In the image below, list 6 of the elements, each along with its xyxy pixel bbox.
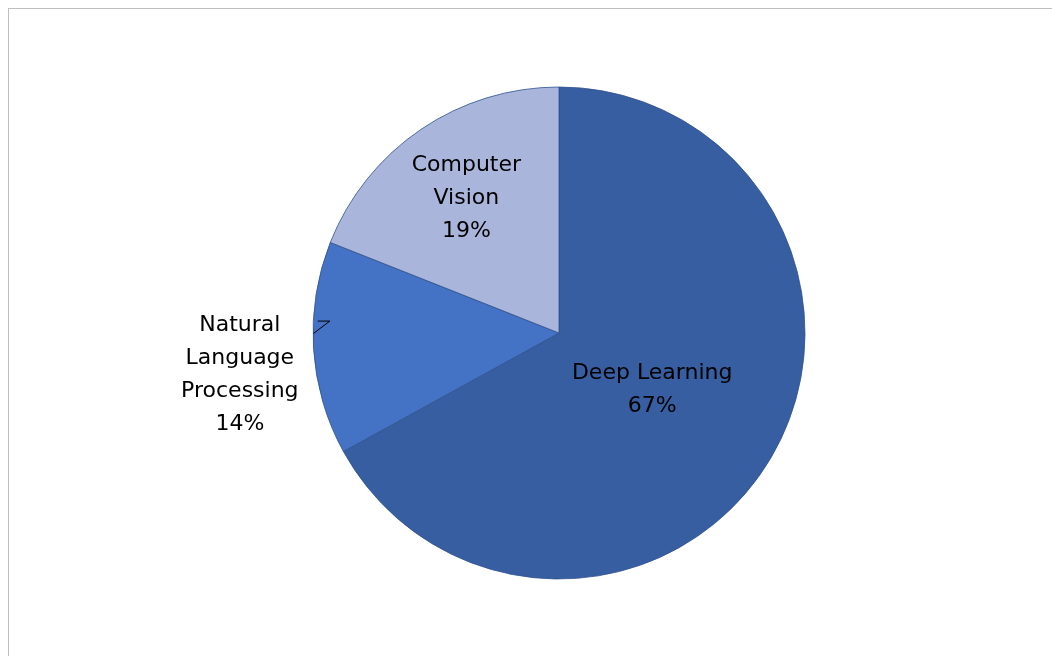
slice-label: Natural Language Processing [181, 311, 299, 403]
data-label: 14% [215, 410, 265, 436]
slice-label: Deep Learning [571, 359, 733, 385]
slice-label: Computer Vision [411, 151, 522, 210]
data-label: 67% [627, 392, 677, 418]
data-label: 19% [441, 217, 491, 243]
